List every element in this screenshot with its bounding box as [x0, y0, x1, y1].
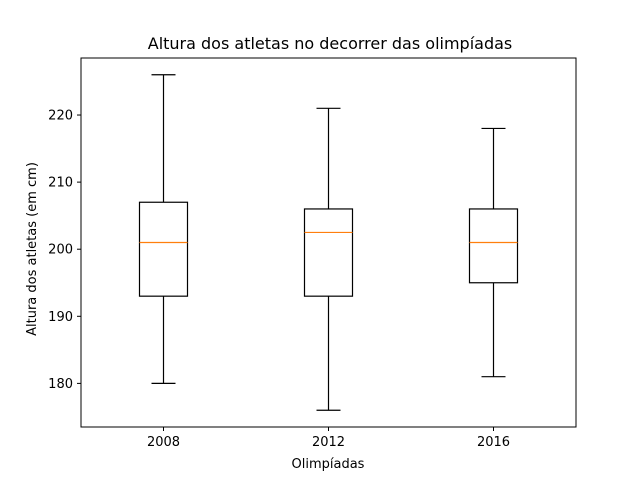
y-axis-label: Altura dos atletas (em cm) — [25, 162, 40, 336]
box-2008 — [138, 201, 189, 297]
y-tick-label-190: 190 — [48, 310, 73, 325]
y-tick-label-200: 200 — [48, 243, 73, 258]
box-2016 — [468, 208, 519, 284]
x-axis-label: Olimpíadas — [292, 457, 365, 472]
x-tick-label-2016: 2016 — [477, 435, 510, 450]
box-2012 — [303, 208, 354, 297]
x-tick-label-2012: 2012 — [312, 435, 345, 450]
y-tick-label-210: 210 — [48, 176, 73, 191]
y-tick-label-220: 220 — [48, 109, 73, 124]
x-tick-label-2008: 2008 — [147, 435, 180, 450]
chart-title: Altura dos atletas no decorrer das olimp… — [148, 34, 513, 53]
y-tick-label-180: 180 — [48, 377, 73, 392]
plot-area: 180 190 200 210 220 2008 2012 2016 — [48, 57, 577, 450]
